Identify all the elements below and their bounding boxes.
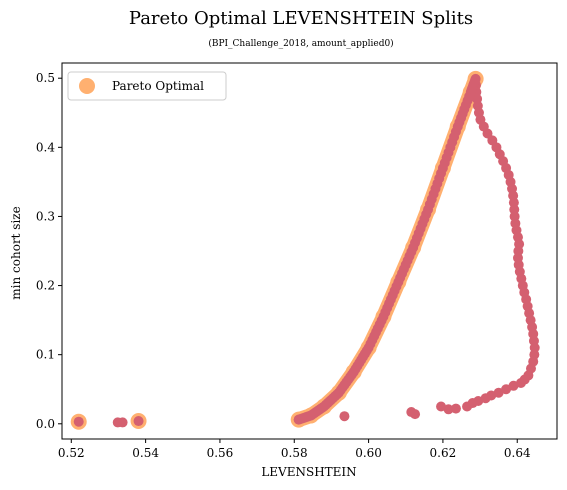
x-tick-label: 0.54 [132,446,159,460]
y-tick-label: 0.4 [36,140,55,154]
legend: Pareto Optimal [67,71,227,101]
chart-title: Pareto Optimal LEVENSHTEIN Splits [129,8,473,29]
y-tick-label: 0.1 [36,348,55,362]
y-tick-label: 0.0 [36,417,55,431]
legend-label: Pareto Optimal [112,79,204,93]
split-point [450,403,461,414]
legend-box [67,71,227,101]
x-tick-label: 0.52 [58,446,85,460]
split-point [443,404,454,415]
chart-subtitle: (BPI_Challenge_2018, amount_applied0) [208,38,393,49]
x-tick-label: 0.64 [504,446,531,460]
split-point [493,387,504,398]
pareto-points-layer [70,70,484,430]
x-tick-label: 0.60 [355,446,382,460]
split-point [501,384,512,395]
x-axis: 0.52 0.54 0.56 0.58 0.60 0.62 0.64 [58,439,531,460]
plot-frame [61,62,558,440]
split-points-layer [73,73,540,428]
x-tick-label: 0.56 [207,446,234,460]
x-tick-label: 0.62 [430,446,457,460]
y-tick-label: 0.2 [36,279,55,293]
split-point [73,416,84,427]
y-axis-label: min cohort size [9,206,23,299]
split-point [133,416,144,427]
y-tick-label: 0.5 [36,71,55,85]
pareto-frontier-band [291,71,484,428]
legend-marker [79,78,95,94]
split-point [339,411,350,422]
y-tick-label: 0.3 [36,209,55,223]
x-axis-label: LEVENSHTEIN [261,465,356,479]
split-point [470,75,481,86]
y-axis: 0.0 0.1 0.2 0.3 0.4 0.5 [36,71,62,431]
split-point [410,409,421,420]
split-point [117,417,128,428]
x-tick-label: 0.58 [281,446,308,460]
